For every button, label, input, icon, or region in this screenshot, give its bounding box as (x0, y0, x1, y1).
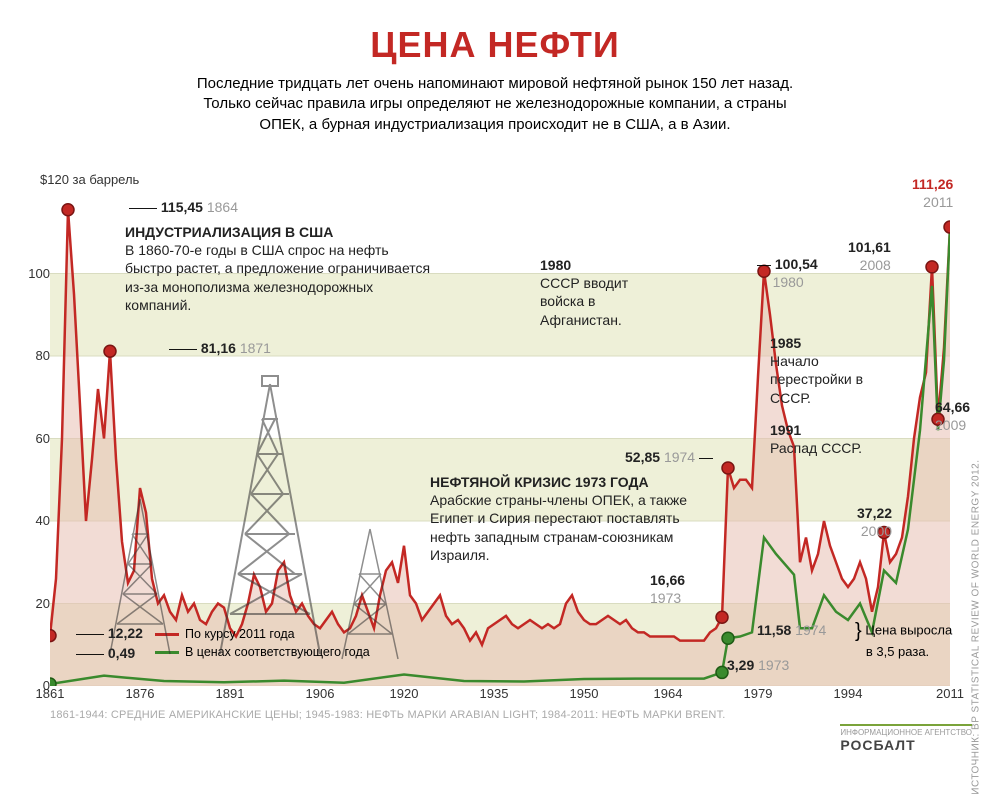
x-tick: 1920 (390, 686, 419, 701)
growth-note: } Цена выросла в 3,5 раза. (855, 618, 952, 661)
callout-2011: 111,262011 (912, 176, 953, 211)
oil-derrick-icon (330, 524, 410, 664)
textbox-1991: 1991 Распад СССР. (770, 421, 870, 457)
source-label: ИСТОЧНИК: BP STATISTICAL REVIEW OF WORLD… (971, 460, 982, 795)
subtitle: Последние тридцать лет очень напоминают … (195, 74, 795, 135)
y-tick: 100 (22, 266, 50, 281)
x-tick: 1935 (480, 686, 509, 701)
oil-derrick-icon (95, 494, 185, 664)
x-tick: 1861 (36, 686, 65, 701)
y-axis-label: $120 за баррель (40, 172, 139, 187)
x-tick: 2011 (936, 686, 964, 701)
textbox-usa: ИНДУСТРИАЛИЗАЦИЯ В США В 1860-70-е годы … (125, 223, 435, 314)
textbox-crisis: НЕФТЯНОЙ КРИЗИС 1973 ГОДА Арабские стран… (430, 473, 700, 564)
x-tick: 1950 (570, 686, 599, 701)
callout-1974-green: 11,58 1974 (757, 622, 826, 640)
footnote: 1861-1944: СРЕДНИЕ АМЕРИКАНСКИЕ ЦЕНЫ; 19… (50, 709, 726, 721)
oil-derrick-icon (190, 374, 350, 664)
callout-2009: 64,662009 (935, 399, 970, 434)
y-tick: 20 (22, 596, 50, 611)
rosbalt-logo: ИНФОРМАЦИОННОЕ АГЕНТСТВО РОСБАЛТ (840, 724, 972, 753)
callout-1871: —— 81,16 1871 (169, 340, 271, 358)
textbox-1985: 1985 Начало перестройки в СССР. (770, 334, 880, 407)
textbox-1980: 1980 СССР вводит войска в Афганистан. (540, 256, 660, 329)
x-tick: 1891 (216, 686, 245, 701)
x-tick: 1906 (306, 686, 335, 701)
y-tick: 40 (22, 513, 50, 528)
callout-2000: 37,222000 (857, 505, 892, 540)
x-tick: 1994 (834, 686, 863, 701)
callout-1974-red: 52,85 1974 — (625, 449, 713, 467)
x-tick: 1876 (126, 686, 155, 701)
callout-1864: —— 115,45 1864 (129, 199, 238, 217)
callout-1973-green: 3,29 1973 (727, 657, 789, 675)
x-tick: 1979 (744, 686, 773, 701)
y-tick: 80 (22, 348, 50, 363)
y-tick: 60 (22, 431, 50, 446)
callout-1980: — 100,54 1980 (757, 256, 818, 291)
callout-1973-red: 16,661973 (650, 572, 685, 607)
page-title: ЦЕНА НЕФТИ (0, 24, 990, 66)
callout-2008: 101,612008 (848, 239, 891, 274)
x-tick: 1964 (654, 686, 683, 701)
